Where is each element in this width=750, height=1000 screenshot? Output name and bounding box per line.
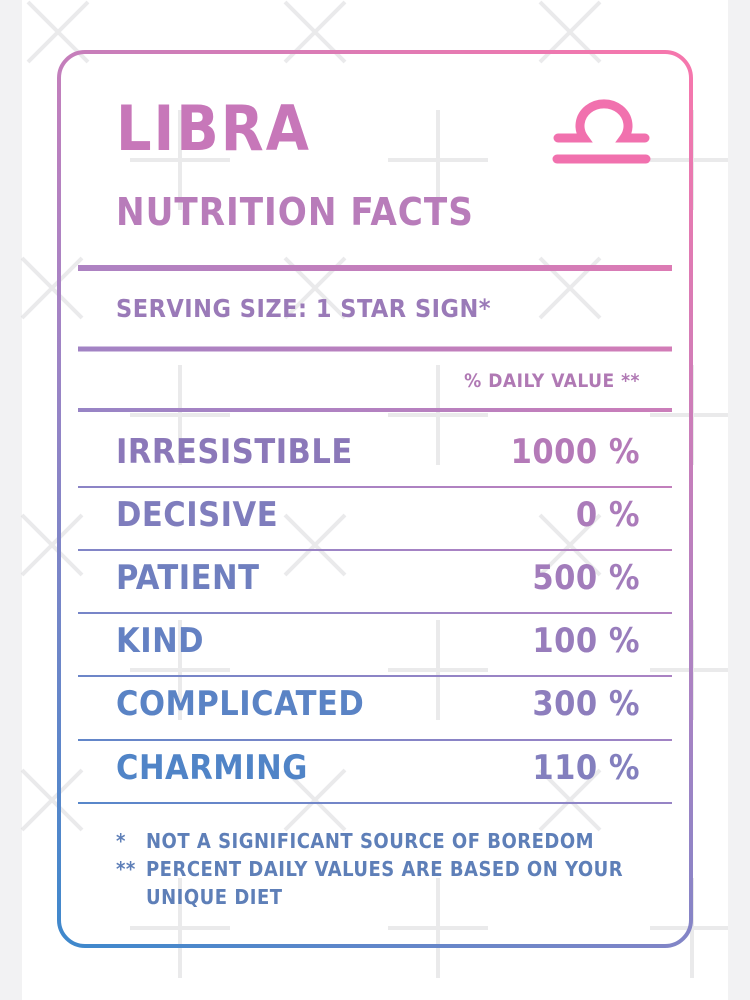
- footnote-mark: *: [116, 829, 126, 853]
- row-label: KIND: [116, 621, 205, 661]
- row-label: CHARMING: [116, 748, 308, 788]
- daily-value-header: % DAILY VALUE **: [464, 370, 640, 392]
- dividers: [78, 265, 672, 804]
- row-value: 100 %: [532, 621, 640, 661]
- row-label: IRRESISTIBLE: [116, 432, 353, 472]
- footnote-text: NOT A SIGNIFICANT SOURCE OF BOREDOM: [146, 829, 595, 853]
- poster-background: [22, 0, 728, 1000]
- row-value: 300 %: [532, 684, 640, 724]
- row-label: DECISIVE: [116, 495, 279, 535]
- footnote-2: ** PERCENT DAILY VALUES ARE BASED ON YOUR: [116, 857, 623, 881]
- footnote-mark: **: [116, 857, 136, 881]
- page-subtitle: NUTRITION FACTS: [116, 190, 474, 234]
- watermark-pattern: [20, 0, 728, 978]
- footnote-1: * NOT A SIGNIFICANT SOURCE OF BOREDOM: [116, 829, 594, 853]
- footnote-2-continued: UNIQUE DIET: [116, 885, 283, 909]
- page-title: LIBRA: [116, 92, 311, 165]
- row-value: 110 %: [532, 748, 640, 788]
- footnote-text: PERCENT DAILY VALUES ARE BASED ON YOUR: [146, 857, 624, 881]
- row-value: 1000 %: [510, 432, 640, 472]
- row-value: 0 %: [575, 495, 640, 535]
- row-label: PATIENT: [116, 558, 260, 598]
- row-value: 500 %: [532, 558, 640, 598]
- row-label: COMPLICATED: [116, 684, 365, 724]
- libra-symbol-icon: [552, 99, 651, 164]
- footnote-text: UNIQUE DIET: [146, 885, 283, 909]
- frame-border: [57, 50, 693, 948]
- serving-size: SERVING SIZE: 1 STAR SIGN*: [116, 294, 492, 323]
